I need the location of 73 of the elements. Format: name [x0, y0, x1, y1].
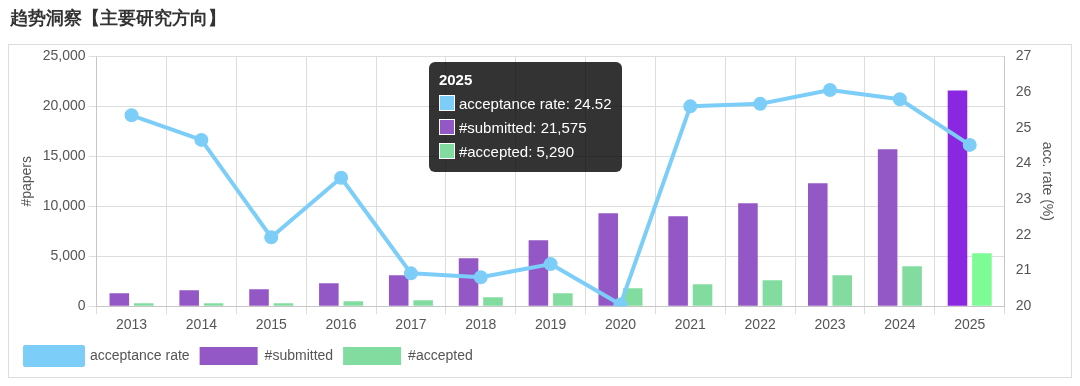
- y2-axis-title: acc. rate (%): [1039, 141, 1056, 221]
- bar: [483, 297, 503, 306]
- x-tick-label: 2013: [115, 316, 148, 333]
- bar: [832, 275, 853, 306]
- x-tick-label: 2021: [674, 316, 707, 333]
- bar: [808, 183, 828, 306]
- bar: [203, 303, 224, 306]
- point: [473, 270, 488, 285]
- bar: [668, 216, 688, 306]
- bar: [553, 293, 573, 306]
- x-tick-label: 2019: [535, 316, 567, 333]
- bar: [273, 303, 294, 306]
- y2-tick-label: 21: [1015, 261, 1032, 278]
- x-tick-label: 2015: [255, 316, 288, 333]
- y-tick-label: 25,000: [42, 47, 86, 64]
- point: [753, 96, 768, 111]
- y2-tick-label: 23: [1015, 190, 1032, 206]
- bar: [319, 283, 339, 306]
- y2-tick-label: 27: [1015, 47, 1032, 64]
- bar: [133, 303, 154, 306]
- point: [194, 132, 209, 147]
- point: [334, 170, 349, 185]
- point: [543, 257, 558, 272]
- bar: [109, 293, 130, 306]
- chart-title: 趋势洞察【主要研究方向】: [10, 6, 226, 30]
- x-tick-label: 2016: [325, 316, 357, 333]
- x-tick-label: 2020: [604, 316, 637, 333]
- bar: [877, 149, 898, 306]
- bar: [902, 266, 922, 306]
- annotation: #accepted: 5,290: [458, 143, 575, 160]
- point: [124, 108, 139, 123]
- x-tick-label: 2018: [465, 316, 497, 333]
- point: [823, 82, 838, 97]
- point: [683, 99, 698, 114]
- x-tick-label: 2023: [814, 316, 846, 333]
- point: [264, 230, 279, 245]
- y-axis-title: #papers: [18, 156, 35, 207]
- point: [892, 92, 907, 107]
- bar: [528, 240, 549, 306]
- bar: [413, 300, 433, 306]
- bar: [972, 253, 992, 306]
- annotation: 2025: [438, 71, 473, 88]
- y-tick-label: 5,000: [50, 247, 86, 264]
- bar: [947, 90, 968, 306]
- x-tick-label: 2025: [954, 316, 986, 333]
- y2-tick-label: 26: [1015, 82, 1032, 99]
- y2-tick-label: 22: [1015, 225, 1032, 242]
- point: [962, 137, 977, 152]
- y2-tick-label: 25: [1015, 118, 1032, 135]
- annotation: #submitted: 21,575: [458, 119, 587, 136]
- bar: [598, 213, 619, 306]
- bar: [738, 203, 758, 306]
- legend-label: acceptance rate: [90, 346, 190, 363]
- bar: [692, 284, 713, 306]
- y-tick-label: 10,000: [42, 197, 86, 214]
- x-tick-label: 2024: [884, 316, 916, 333]
- bar: [388, 275, 409, 306]
- x-tick-label: 2017: [395, 316, 427, 333]
- y2-tick-label: 20: [1015, 297, 1032, 314]
- bar: [249, 289, 269, 306]
- bar: [343, 301, 364, 306]
- y-tick-label: 0: [77, 297, 86, 314]
- x-tick-label: 2014: [185, 316, 218, 333]
- legend-label: #submitted: [264, 346, 334, 363]
- bar: [762, 280, 783, 306]
- annotation: acceptance rate: 24.52: [458, 95, 612, 112]
- x-tick-label: 2022: [744, 316, 776, 333]
- y-tick-label: 15,000: [42, 147, 86, 164]
- y2-tick-label: 24: [1015, 154, 1032, 171]
- y-tick-label: 20,000: [42, 97, 86, 114]
- bar: [179, 290, 199, 306]
- point: [403, 266, 418, 281]
- legend-label: #accepted: [408, 346, 473, 363]
